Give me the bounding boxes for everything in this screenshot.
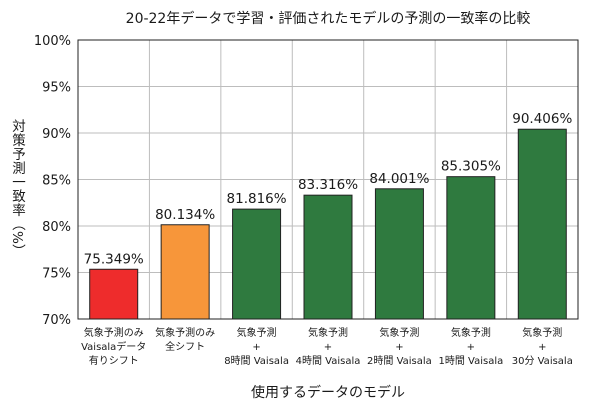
bar: [89, 268, 139, 320]
y-tick-label: 80%: [42, 220, 71, 235]
y-axis-label: 対策予測一致率（%）: [9, 119, 25, 259]
y-tick-label: 75%: [42, 267, 71, 282]
y-tick-label: 85%: [42, 174, 71, 189]
data-label: 83.316%: [298, 177, 358, 193]
data-label: 75.349%: [84, 251, 144, 267]
bar: [374, 188, 424, 320]
x-tick-label: 気象予測+ 1時間 Vaisala: [438, 326, 503, 367]
y-tick-label: 90%: [42, 127, 71, 142]
data-label: 85.305%: [441, 159, 501, 175]
bar: [232, 208, 282, 320]
bar: [160, 224, 210, 320]
x-tick-label: 気象予測+ 2時間 Vaisala: [367, 326, 432, 367]
data-label: 81.816%: [227, 191, 287, 207]
x-axis-label: 使用するデータのモデル: [251, 385, 405, 401]
x-tick-label: 気象予測+ 30分 Vaisala: [512, 326, 573, 367]
bar: [303, 194, 353, 320]
data-label: 90.406%: [512, 111, 572, 127]
y-tick-label: 100%: [34, 34, 71, 49]
x-tick-label: 気象予測+ 4時間 Vaisala: [296, 326, 361, 367]
y-tick-label: 70%: [42, 313, 71, 328]
bar: [517, 128, 567, 320]
chart-title: 20-22年データで学習・評価されたモデルの予測の一致率の比較: [125, 11, 531, 27]
x-tick-label: 気象予測+ 8時間 Vaisala: [224, 326, 289, 367]
bar: [446, 176, 496, 320]
data-label: 80.134%: [155, 207, 215, 223]
data-label: 84.001%: [369, 171, 429, 187]
plot-frame: [77, 39, 579, 320]
x-tick-label: 気象予測のみ Vaisalaデータ有りシフト: [81, 326, 146, 367]
y-tick-label: 95%: [42, 81, 71, 96]
x-tick-label: 気象予測のみ全シフト: [155, 326, 215, 353]
